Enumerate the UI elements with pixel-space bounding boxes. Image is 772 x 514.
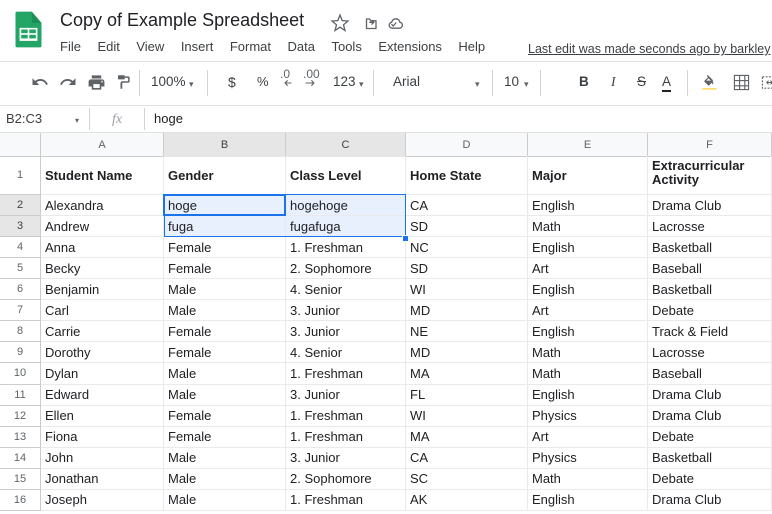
svg-text:.0: .0 — [280, 68, 290, 81]
svg-text:.00: .00 — [303, 68, 320, 81]
